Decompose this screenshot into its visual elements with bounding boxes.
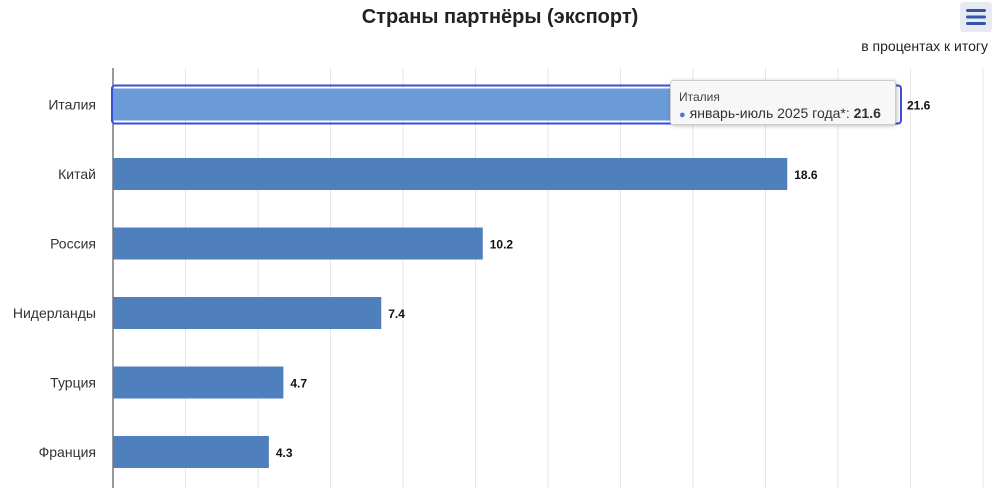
- bar: [113, 366, 284, 399]
- data-label: 21.6: [907, 99, 931, 113]
- bar: [113, 436, 269, 468]
- tooltip-series-name: январь-июль 2025 года*: [689, 105, 846, 121]
- tooltip-series-dot: ●: [679, 109, 686, 121]
- chart-menu-button[interactable]: [960, 2, 992, 32]
- tooltip-value: 21.6: [853, 105, 881, 121]
- bar-highlight-outline: [111, 84, 902, 125]
- category-label: Китай: [58, 166, 96, 182]
- bar: [113, 227, 483, 260]
- tooltip-series-line: ● январь-июль 2025 года*: 21.6: [679, 105, 881, 121]
- category-label: Турция: [50, 375, 96, 391]
- category-label: Италия: [48, 97, 96, 113]
- category-label: Россия: [50, 236, 96, 252]
- tooltip-separator: :: [845, 105, 854, 121]
- data-label: 10.2: [490, 238, 514, 252]
- bar: [113, 297, 382, 329]
- tooltip-category: Италия: [679, 90, 720, 104]
- data-label: 4.3: [276, 446, 293, 460]
- bar: [113, 158, 788, 190]
- data-label: 4.7: [290, 377, 307, 391]
- tooltip: Италия ● январь-июль 2025 года*: 21.6: [670, 80, 896, 125]
- data-label: 18.6: [794, 168, 818, 182]
- category-label: Нидерланды: [13, 305, 96, 321]
- data-label: 7.4: [388, 307, 405, 321]
- hamburger-menu-icon: [966, 9, 986, 25]
- chart-subtitle: в процентах к итогу: [861, 38, 988, 54]
- chart-title: Страны партнёры (экспорт): [361, 6, 639, 28]
- category-label: Франция: [39, 444, 96, 460]
